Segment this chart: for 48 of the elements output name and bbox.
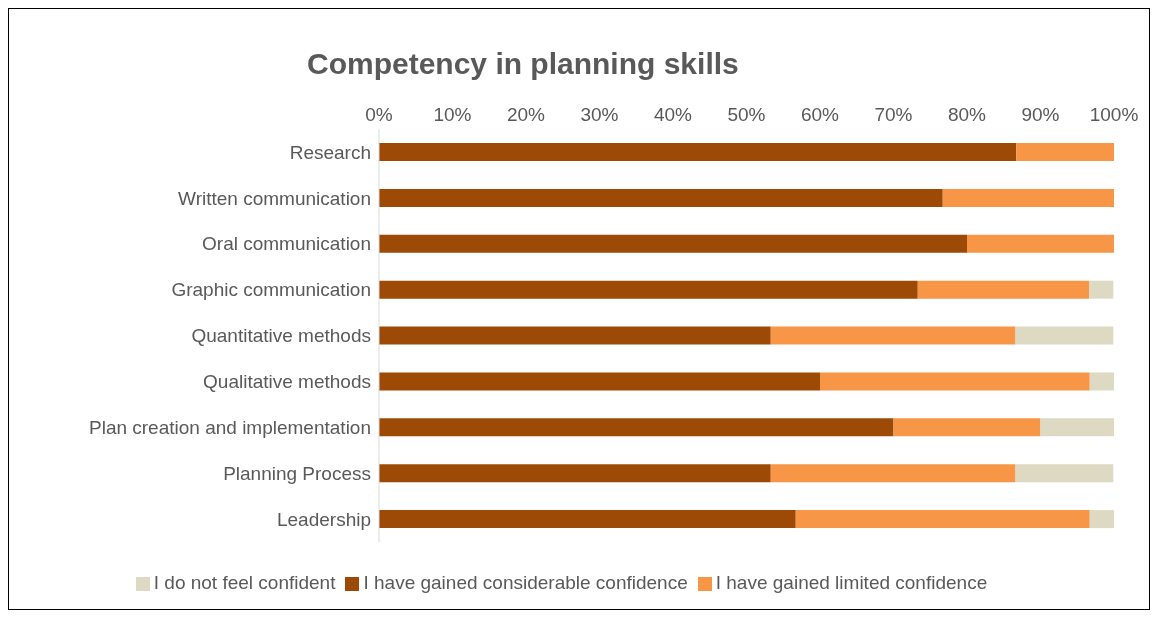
chart-title: Competency in planning skills (307, 47, 739, 81)
y-tick-label: Oral communication (202, 233, 371, 255)
y-tick-label: Planning Process (223, 462, 371, 484)
bar (1089, 372, 1114, 391)
y-tick-label: Leadership (276, 508, 371, 530)
y-tick-label: Research (289, 141, 371, 163)
bar (820, 372, 1090, 391)
bar (379, 143, 1017, 161)
bar (770, 464, 1016, 483)
legend-label: I have gained considerable confidence (363, 572, 688, 593)
bar (942, 188, 1114, 207)
y-tick-label: Written communication (178, 187, 371, 209)
bar (917, 280, 1090, 299)
x-tick-label: 100% (1089, 104, 1139, 125)
bar (893, 418, 1041, 437)
x-tick-label: 10% (433, 104, 472, 125)
bar (379, 418, 894, 437)
x-tick-label: 80% (947, 104, 987, 125)
bar (1089, 510, 1114, 529)
bar (1089, 280, 1114, 299)
bar (1040, 418, 1114, 437)
bar (379, 234, 967, 253)
legend-label: I have gained limited confidence (715, 572, 988, 593)
x-tick-label: 50% (727, 104, 766, 125)
x-tick-label: 60% (800, 104, 840, 125)
bar (1015, 326, 1114, 345)
bar (379, 326, 771, 345)
y-tick-label: Qualitative methods (203, 371, 371, 393)
bar (379, 464, 771, 483)
x-tick-label: 90% (1021, 104, 1060, 125)
bar (770, 326, 1016, 345)
bar (795, 510, 1090, 529)
bar (379, 372, 820, 391)
bar (379, 510, 796, 529)
x-tick-label: 40% (653, 104, 693, 125)
y-tick-label: Plan creation and implementation (88, 417, 371, 439)
bar (967, 234, 1114, 253)
bar (1015, 464, 1114, 483)
y-tick-label: Graphic communication (171, 279, 371, 301)
x-tick-label: 70% (874, 104, 913, 125)
bar (1016, 143, 1114, 161)
x-tick-label: 30% (580, 104, 619, 125)
x-tick-label: 20% (506, 104, 546, 125)
bar (379, 280, 918, 299)
bar (379, 188, 943, 207)
x-tick-label: 0% (365, 104, 393, 125)
legend-label: I do not feel confident (153, 572, 336, 593)
y-tick-label: Quantitative methods (191, 325, 371, 347)
